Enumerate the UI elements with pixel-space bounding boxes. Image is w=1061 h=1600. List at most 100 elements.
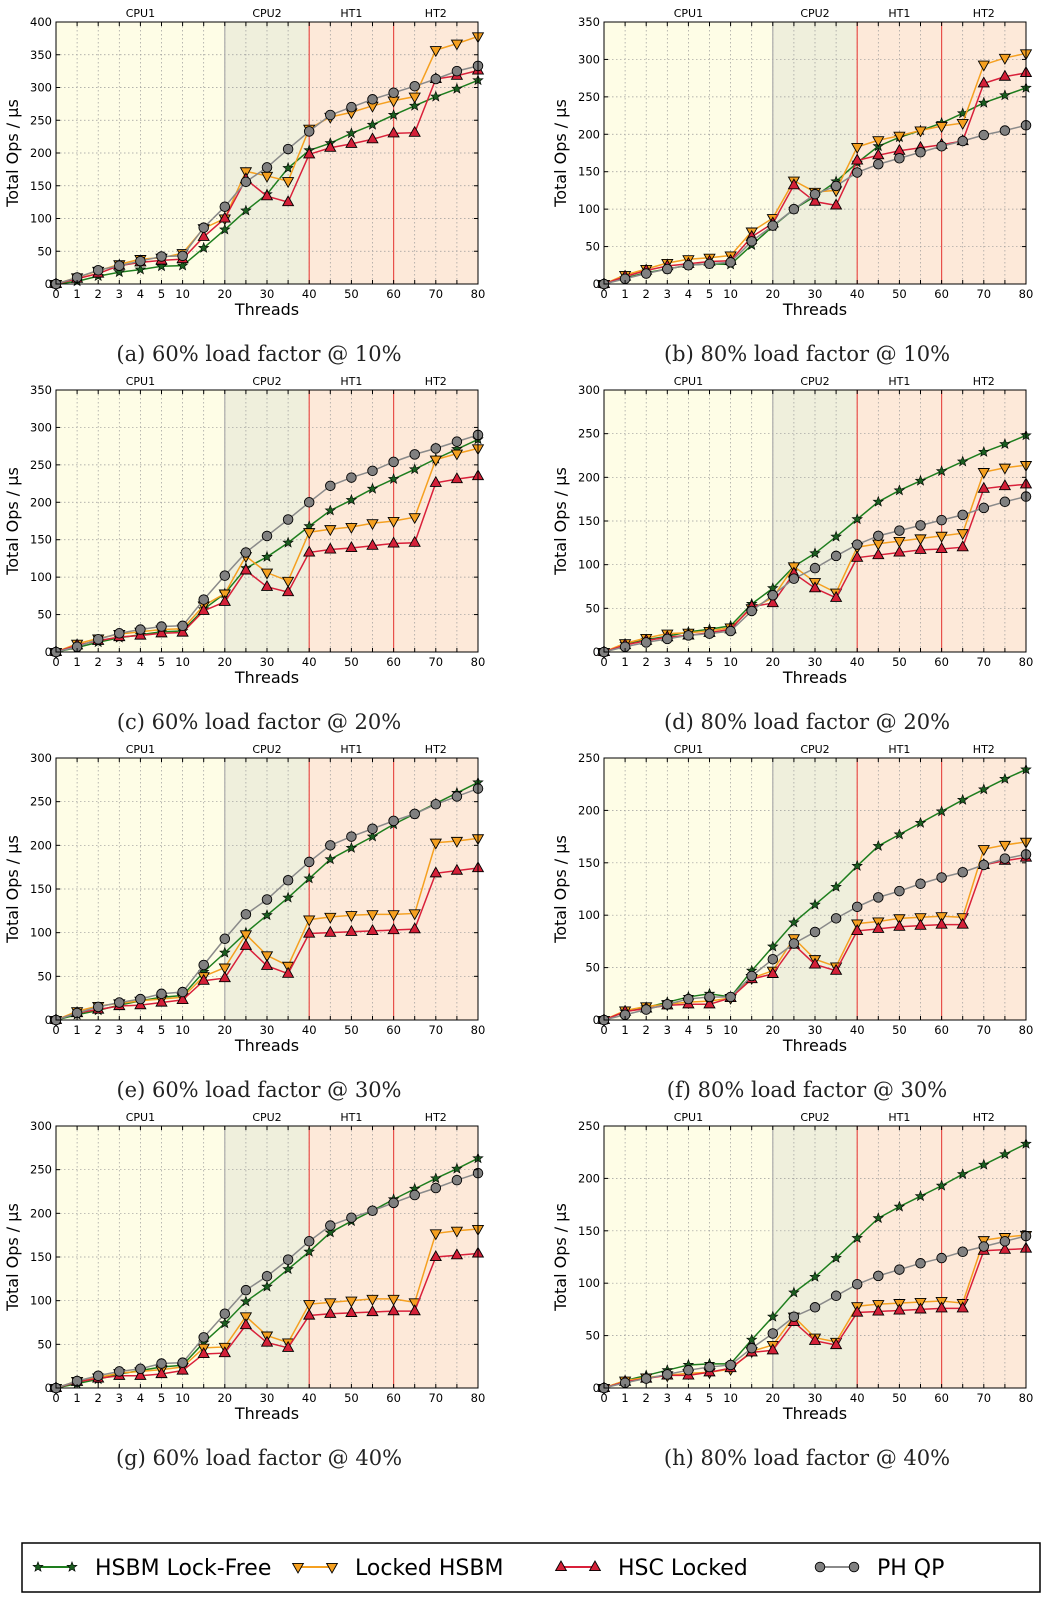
data-point <box>978 1241 990 1252</box>
data-point <box>345 1305 358 1317</box>
data-point <box>914 816 927 828</box>
data-point <box>239 938 253 950</box>
x-tick-label: 70 <box>976 287 991 301</box>
x-tick-label: 40 <box>302 655 317 669</box>
data-point <box>640 637 652 648</box>
data-point <box>851 924 864 935</box>
data-point <box>829 590 843 602</box>
data-point <box>198 594 209 605</box>
data-point <box>851 153 864 165</box>
data-point <box>935 917 948 929</box>
y-tick-label: 300 <box>30 420 52 434</box>
region-band <box>941 1126 1026 1388</box>
data-point <box>767 589 779 601</box>
data-point <box>977 468 990 480</box>
data-point <box>915 147 926 158</box>
data-point <box>366 132 379 144</box>
data-point <box>767 220 779 231</box>
data-point <box>978 1158 990 1170</box>
data-point <box>219 201 231 212</box>
x-tick-label: 80 <box>471 287 486 301</box>
data-point <box>239 1312 253 1324</box>
y-tick-label: 250 <box>30 1163 52 1177</box>
region-band <box>309 22 394 284</box>
data-point <box>683 993 694 1005</box>
region-label: CPU1 <box>126 7 155 20</box>
data-point <box>851 539 863 550</box>
region-label: CPU2 <box>252 375 281 388</box>
y-tick-label: 0 <box>45 645 52 659</box>
data-point <box>387 126 400 138</box>
data-point <box>408 99 421 111</box>
data-point <box>324 912 337 924</box>
data-point <box>936 1252 947 1264</box>
data-point <box>114 628 125 639</box>
data-point <box>872 839 885 851</box>
x-tick-label: 0 <box>600 1023 607 1037</box>
data-point <box>346 1212 357 1223</box>
y-tick-label: 150 <box>578 514 600 528</box>
data-point <box>746 236 757 247</box>
legend-item: HSC Locked <box>554 1556 748 1581</box>
x-tick-label: 4 <box>685 287 692 301</box>
data-point <box>809 188 821 200</box>
region-label: CPU2 <box>800 7 829 20</box>
data-point <box>219 223 231 235</box>
data-point <box>767 1328 779 1339</box>
y-tick-label: 50 <box>37 608 52 622</box>
x-tick-label: 20 <box>765 1391 780 1405</box>
data-point <box>324 1306 337 1318</box>
data-point <box>261 530 273 542</box>
y-tick-label: 100 <box>30 570 52 584</box>
data-point <box>177 986 188 998</box>
x-tick-label: 2 <box>95 287 102 301</box>
data-point <box>281 966 295 978</box>
y-tick-label: 250 <box>578 751 600 765</box>
region-label: CPU1 <box>674 375 703 388</box>
legend-marker <box>554 1560 568 1572</box>
x-tick-label: 10 <box>175 1023 190 1037</box>
x-axis-label: Threads <box>782 1404 847 1423</box>
x-tick-label: 2 <box>643 287 650 301</box>
x-tick-label: 20 <box>217 655 232 669</box>
y-tick-label: 100 <box>30 212 52 226</box>
data-point <box>914 913 927 925</box>
x-tick-label: 80 <box>1019 655 1034 669</box>
data-point <box>830 1290 842 1302</box>
data-point <box>409 449 420 460</box>
data-point <box>830 880 842 892</box>
data-point <box>893 131 906 143</box>
legend-label: PH QP <box>877 1556 944 1581</box>
data-point <box>914 126 927 138</box>
data-point <box>915 878 926 890</box>
x-tick-label: 80 <box>471 1391 486 1405</box>
data-point <box>345 1296 358 1308</box>
x-axis-label: Threads <box>782 668 847 687</box>
data-point <box>956 917 969 929</box>
data-point <box>999 853 1011 864</box>
panel-caption: (g) 60% load factor @ 40% <box>116 1446 402 1470</box>
y-tick-label: 50 <box>585 601 600 615</box>
y-tick-label: 200 <box>578 127 600 141</box>
data-point <box>450 836 464 848</box>
data-point <box>830 1251 842 1263</box>
y-tick-label: 250 <box>578 427 600 441</box>
y-tick-label: 250 <box>30 795 52 809</box>
data-point <box>808 1333 822 1345</box>
region-band <box>772 390 858 652</box>
data-point <box>998 69 1012 81</box>
legend-marker <box>588 1560 602 1572</box>
data-point <box>261 1280 273 1292</box>
data-point <box>766 966 779 978</box>
data-point <box>999 438 1011 450</box>
legend-marker <box>66 1560 78 1572</box>
x-tick-label: 70 <box>428 655 443 669</box>
data-point <box>956 540 969 552</box>
data-point <box>808 957 822 969</box>
legend-marker <box>291 1562 305 1574</box>
x-tick-label: 5 <box>706 1391 713 1405</box>
data-point <box>956 1168 969 1180</box>
data-point <box>957 135 968 147</box>
